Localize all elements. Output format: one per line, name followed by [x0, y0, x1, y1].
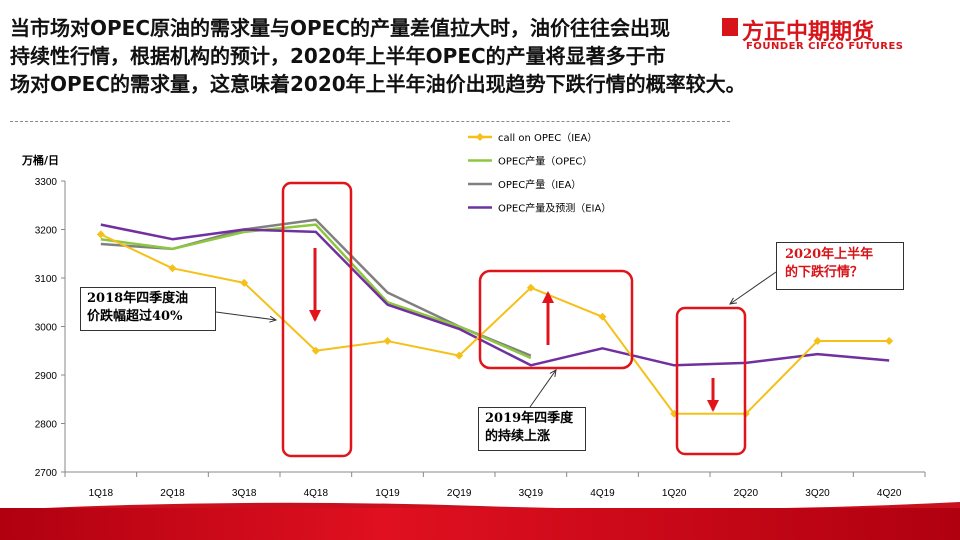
legend-label-3: OPEC产量及预测（EIA） — [498, 202, 611, 215]
annotation-q4-2018-line-2: 价跌幅超过40% — [87, 309, 183, 324]
series-line-3 — [100, 223, 890, 367]
footer-band — [0, 508, 960, 540]
pointer-q4-2018 — [215, 311, 277, 321]
highlight-box-4q18 — [281, 181, 353, 458]
series-point-0 — [168, 264, 177, 273]
series-point-0 — [455, 351, 464, 360]
x-tick-label: 4Q20 — [877, 488, 902, 499]
y-tick-label: 2900 — [35, 371, 58, 382]
y-tick-label: 3000 — [35, 323, 58, 334]
pointer-q4-2019-head — [549, 369, 557, 377]
series-line-1 — [100, 223, 532, 360]
pointer-h1-2020-head — [729, 297, 737, 305]
y-tick-label: 3300 — [35, 177, 58, 188]
annotation-h1-2020-line-2: 的下跌行情？ — [785, 265, 864, 280]
arrow-down-4q18-icon-head — [309, 310, 321, 322]
series-point-0 — [885, 337, 894, 346]
annotation-q4-2018: 2018年四季度油 价跌幅超过40% — [80, 287, 216, 331]
logo-en-text: FOUNDER CIFCO FUTURES — [746, 41, 904, 52]
x-tick-label: 2Q18 — [160, 488, 185, 499]
logo-cn-text: 方正中期期货 — [742, 20, 875, 45]
headline-line-2: 持续性行情，根据机构的预计，2020年上半年OPEC的产量将显著多于市 — [10, 44, 666, 68]
x-tick-label: 2Q19 — [447, 488, 472, 499]
headline-line-3: 场对OPEC的需求量，这意味着2020年上半年油价出现趋势下跌行情的概率较大。 — [10, 72, 746, 96]
x-tick-label: 1Q20 — [662, 488, 687, 499]
highlight-box-3q19 — [478, 269, 634, 370]
arrow-up-3q19-icon-head — [542, 291, 554, 303]
series-point-0 — [813, 337, 822, 346]
arrow-down-2q20-icon-head — [707, 400, 719, 412]
annotation-q4-2019-line-2: 的持续上涨 — [485, 429, 551, 444]
pointer-q4-2018-head — [269, 315, 278, 323]
pointer-q4-2019 — [529, 369, 557, 408]
title-divider — [10, 121, 730, 122]
x-tick-label: 3Q20 — [805, 488, 830, 499]
y-tick-label: 3100 — [35, 274, 58, 285]
series-point-0 — [240, 278, 249, 287]
legend-label-2: OPEC产量（IEA） — [498, 178, 581, 191]
y-tick-label: 2800 — [35, 420, 58, 431]
annotation-q4-2018-line-1: 2018年四季度油 — [87, 291, 189, 306]
series-line-0 — [100, 233, 890, 415]
series-point-0 — [311, 346, 320, 355]
series-point-0 — [383, 337, 392, 346]
pointer-h1-2020 — [729, 271, 777, 305]
headline-line-1: 当市场对OPEC原油的需求量与OPEC的产量差值拉大时，油价往往会出现 — [10, 16, 670, 40]
logo-mark-icon — [722, 18, 738, 36]
legend-label-0: call on OPEC（IEA） — [498, 132, 597, 144]
annotation-q4-2019: 2019年四季度 的持续上涨 — [478, 407, 586, 451]
highlight-box-2q20 — [675, 306, 747, 456]
x-tick-label: 2Q20 — [734, 488, 759, 499]
headline: 当市场对OPEC原油的需求量与OPEC的产量差值拉大时，油价往往会出现 持续性行… — [10, 14, 810, 98]
x-tick-label: 3Q18 — [232, 488, 257, 499]
x-tick-label: 1Q18 — [89, 488, 114, 499]
x-tick-label: 1Q19 — [375, 488, 400, 499]
legend-label-1: OPEC产量（OPEC） — [498, 155, 592, 168]
annotation-h1-2020-line-1: 2020年上半年 — [785, 247, 874, 262]
series-point-0 — [526, 283, 535, 292]
annotation-q4-2019-line-1: 2019年四季度 — [485, 411, 574, 426]
series-point-0 — [598, 312, 607, 321]
y-tick-label: 3200 — [35, 226, 58, 237]
y-tick-label: 2700 — [35, 468, 58, 479]
x-tick-label: 4Q19 — [590, 488, 615, 499]
annotation-h1-2020: 2020年上半年 的下跌行情？ — [776, 242, 904, 290]
series-point-0 — [96, 230, 105, 239]
company-logo: 方正中期期货 FOUNDER CIFCO FUTURES — [722, 14, 952, 56]
x-tick-label: 3Q19 — [519, 488, 544, 499]
legend-marker-0 — [476, 133, 484, 141]
x-tick-label: 4Q18 — [304, 488, 329, 499]
y-axis-label: 万桶/日 — [21, 153, 59, 167]
